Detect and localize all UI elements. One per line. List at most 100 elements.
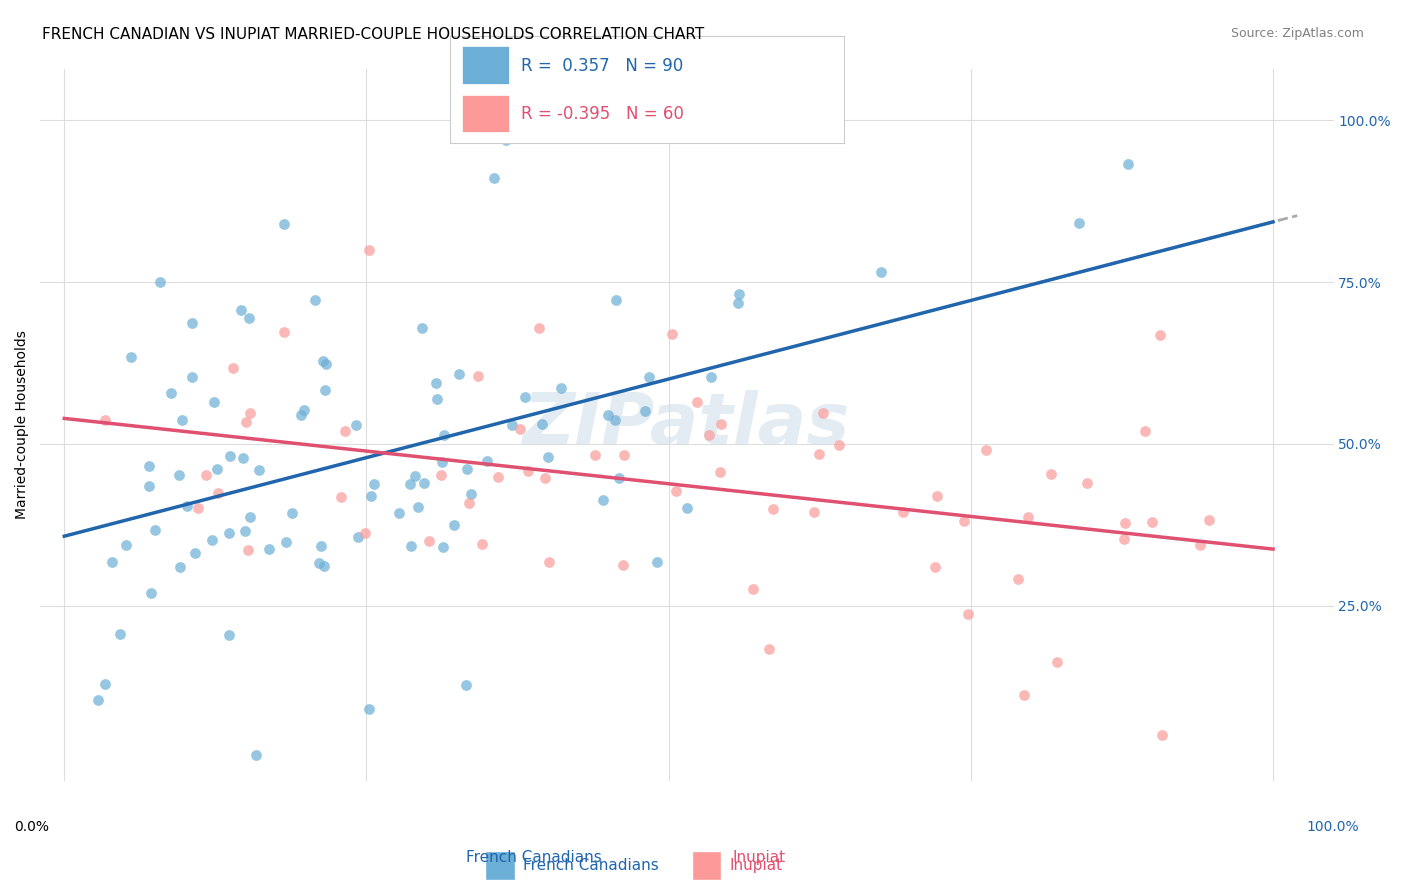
Point (475, 453, 498, 467)
Point (207, 462, 229, 476)
Point (218, 526, 240, 541)
Point (811, 406, 834, 420)
Point (612, 558, 634, 572)
Point (613, 448, 636, 462)
Point (676, 500, 699, 515)
Text: French Canadians: French Canadians (467, 850, 602, 865)
Point (388, 506, 411, 520)
Point (245, 747, 267, 762)
Point (633, 404, 655, 418)
Point (273, 325, 295, 339)
Point (219, 449, 242, 463)
Point (309, 539, 332, 553)
Point (94, 677, 117, 691)
Point (605, 413, 627, 427)
Point (501, 417, 523, 432)
Point (1133, 425, 1156, 439)
Point (235, 415, 257, 429)
FancyBboxPatch shape (461, 46, 509, 84)
Point (458, 496, 481, 510)
Point (304, 293, 326, 307)
Point (413, 475, 436, 490)
Point (467, 368, 489, 383)
Point (308, 556, 330, 570)
Point (527, 321, 550, 335)
Point (665, 484, 688, 499)
Point (169, 560, 191, 574)
Point (607, 471, 630, 485)
Point (221, 360, 243, 375)
Point (353, 526, 375, 541)
Point (139, 586, 162, 600)
Point (281, 507, 304, 521)
Point (828, 438, 851, 452)
Point (1076, 476, 1098, 491)
Point (236, 543, 259, 558)
Point (1140, 515, 1163, 529)
Point (176, 499, 198, 513)
Point (1114, 532, 1136, 546)
Text: Inupiat: Inupiat (733, 850, 786, 865)
Point (229, 302, 252, 317)
Point (1116, 156, 1139, 170)
Point (149, 275, 172, 289)
Point (758, 642, 780, 657)
Point (974, 443, 997, 458)
Point (180, 316, 202, 330)
Point (314, 559, 336, 574)
Point (697, 428, 720, 442)
Point (454, 678, 477, 692)
Point (647, 555, 669, 569)
Point (273, 217, 295, 231)
Point (727, 296, 749, 310)
Point (357, 243, 380, 257)
Point (357, 701, 380, 715)
Point (418, 534, 440, 549)
Point (517, 464, 540, 478)
Point (1149, 328, 1171, 343)
Point (471, 537, 494, 551)
Point (685, 395, 707, 409)
Point (401, 540, 423, 554)
Point (1152, 728, 1174, 742)
Text: FRENCH CANADIAN VS INUPIAT MARRIED-COUPLE HOUSEHOLDS CORRELATION CHART: FRENCH CANADIAN VS INUPIAT MARRIED-COUPL… (42, 27, 704, 42)
Point (187, 500, 209, 515)
Point (482, 171, 505, 186)
Point (86, 693, 108, 707)
Point (486, 469, 509, 483)
Point (1040, 467, 1063, 481)
Point (449, 367, 471, 381)
Point (807, 447, 830, 461)
Point (290, 408, 312, 422)
FancyBboxPatch shape (461, 95, 509, 132)
Point (404, 468, 426, 483)
Text: Source: ZipAtlas.com: Source: ZipAtlas.com (1230, 27, 1364, 40)
Point (460, 487, 482, 501)
Point (891, 505, 914, 519)
Point (1017, 509, 1039, 524)
Point (495, 133, 517, 147)
Point (167, 467, 190, 482)
Point (257, 541, 280, 556)
Point (430, 455, 453, 469)
Point (315, 357, 337, 371)
Point (218, 628, 240, 642)
Point (728, 286, 751, 301)
Point (314, 383, 336, 397)
Point (330, 490, 353, 504)
Point (956, 607, 979, 621)
Point (710, 417, 733, 432)
Point (1012, 688, 1035, 702)
Point (120, 350, 142, 364)
Point (233, 524, 256, 539)
Point (596, 408, 619, 422)
Point (537, 555, 560, 569)
Point (333, 424, 356, 438)
Point (344, 418, 367, 433)
Point (101, 555, 124, 569)
Point (509, 422, 531, 436)
FancyBboxPatch shape (692, 851, 721, 880)
Text: French Canadians: French Canadians (523, 858, 659, 872)
Point (870, 265, 893, 279)
Point (1007, 572, 1029, 586)
